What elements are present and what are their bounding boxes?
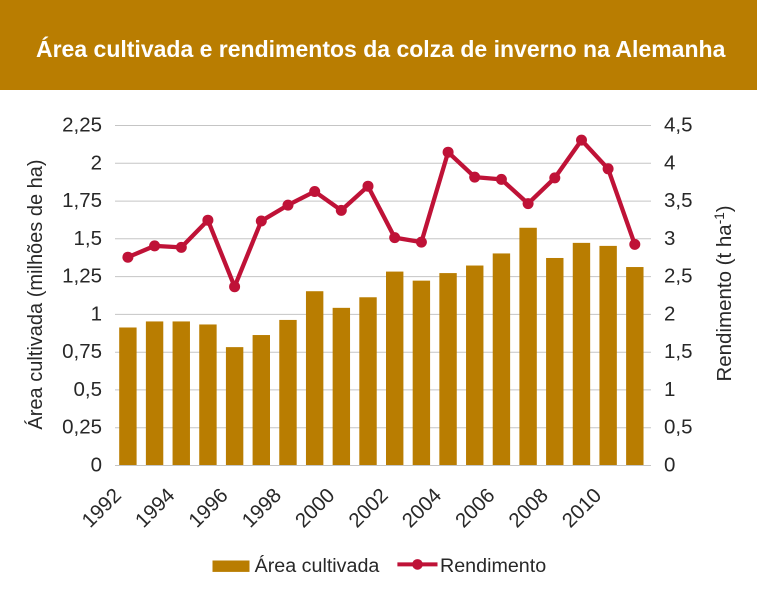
svg-text:0: 0 [664, 454, 675, 477]
svg-text:1: 1 [664, 378, 675, 401]
svg-text:Rendimento (t ha-1): Rendimento (t ha-1) [712, 205, 736, 381]
svg-text:2,25: 2,25 [62, 114, 102, 137]
svg-text:3,5: 3,5 [664, 189, 693, 212]
svg-text:0,75: 0,75 [62, 340, 102, 363]
svg-text:1,75: 1,75 [62, 189, 102, 212]
svg-text:2,5: 2,5 [664, 265, 693, 288]
svg-text:0,25: 0,25 [62, 416, 102, 439]
svg-text:4: 4 [664, 151, 675, 174]
svg-text:Rendimento: Rendimento [440, 555, 546, 577]
svg-text:1,5: 1,5 [74, 227, 103, 250]
svg-text:1,5: 1,5 [664, 340, 693, 363]
svg-text:1: 1 [91, 302, 102, 325]
svg-text:Área cultivada (milhões de ha): Área cultivada (milhões de ha) [24, 159, 47, 429]
svg-text:2: 2 [91, 151, 102, 174]
svg-text:4,5: 4,5 [664, 114, 693, 137]
svg-text:0,5: 0,5 [664, 416, 693, 439]
svg-text:3: 3 [664, 227, 675, 250]
svg-text:0,5: 0,5 [74, 378, 103, 401]
svg-text:0: 0 [91, 454, 102, 477]
svg-text:2: 2 [664, 302, 675, 325]
svg-text:Área cultivada e rendimentos d: Área cultivada e rendimentos da colza de… [36, 35, 726, 62]
svg-text:Área cultivada: Área cultivada [255, 554, 380, 577]
svg-text:1,25: 1,25 [62, 265, 102, 288]
